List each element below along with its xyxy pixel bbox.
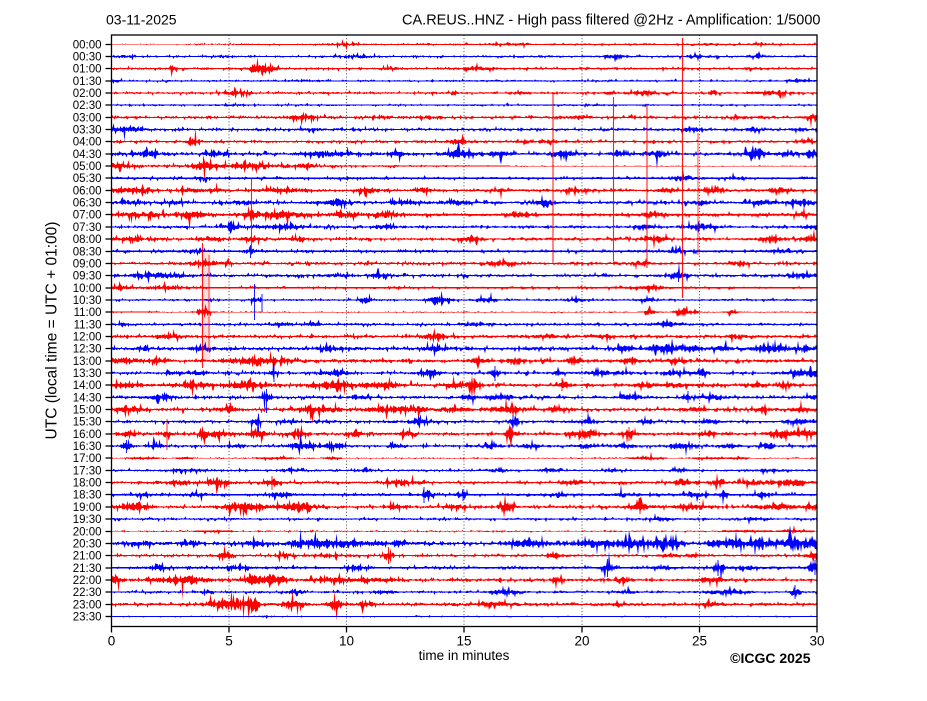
- svg-text:04:00: 04:00: [73, 137, 102, 149]
- svg-text:01:30: 01:30: [73, 76, 102, 88]
- svg-text:22:00: 22:00: [73, 575, 102, 587]
- svg-text:23:00: 23:00: [73, 600, 102, 612]
- svg-text:15:00: 15:00: [73, 405, 102, 417]
- svg-text:12:00: 12:00: [73, 332, 102, 344]
- svg-text:18:00: 18:00: [73, 478, 102, 490]
- svg-text:10:00: 10:00: [73, 283, 102, 295]
- svg-text:15:30: 15:30: [73, 417, 102, 429]
- svg-text:09:00: 09:00: [73, 259, 102, 271]
- svg-text:14:00: 14:00: [73, 380, 102, 392]
- svg-text:15: 15: [456, 634, 471, 649]
- svg-text:19:30: 19:30: [73, 514, 102, 526]
- svg-text:07:00: 07:00: [73, 210, 102, 222]
- svg-text:07:30: 07:30: [73, 222, 102, 234]
- svg-text:0: 0: [108, 634, 116, 649]
- svg-text:10:30: 10:30: [73, 295, 102, 307]
- svg-text:17:30: 17:30: [73, 466, 102, 478]
- svg-text:00:00: 00:00: [73, 40, 102, 52]
- svg-text:14:30: 14:30: [73, 393, 102, 405]
- svg-text:05:00: 05:00: [73, 161, 102, 173]
- svg-text:20: 20: [574, 634, 589, 649]
- svg-text:18:30: 18:30: [73, 490, 102, 502]
- svg-text:©ICGC 2025: ©ICGC 2025: [730, 650, 811, 666]
- svg-text:04:30: 04:30: [73, 149, 102, 161]
- svg-text:21:00: 21:00: [73, 551, 102, 563]
- svg-text:11:00: 11:00: [74, 307, 102, 319]
- svg-text:08:30: 08:30: [73, 247, 102, 259]
- svg-text:11:30: 11:30: [74, 320, 102, 332]
- svg-text:02:30: 02:30: [73, 100, 102, 112]
- svg-text:00:30: 00:30: [73, 52, 102, 64]
- svg-text:06:00: 06:00: [73, 186, 102, 198]
- svg-text:06:30: 06:30: [73, 198, 102, 210]
- svg-text:19:00: 19:00: [73, 502, 102, 514]
- svg-text:13:30: 13:30: [73, 368, 102, 380]
- svg-text:22:30: 22:30: [73, 587, 102, 599]
- svg-text:12:30: 12:30: [73, 344, 102, 356]
- svg-text:time in minutes: time in minutes: [419, 648, 510, 663]
- svg-text:05:30: 05:30: [73, 173, 102, 185]
- svg-text:17:00: 17:00: [73, 453, 102, 465]
- svg-text:09:30: 09:30: [73, 271, 102, 283]
- svg-text:30: 30: [809, 634, 824, 649]
- svg-text:5: 5: [225, 634, 233, 649]
- svg-text:21:30: 21:30: [73, 563, 102, 575]
- svg-text:03-11-2025: 03-11-2025: [106, 12, 177, 28]
- svg-text:20:00: 20:00: [73, 527, 102, 539]
- svg-text:13:00: 13:00: [73, 356, 102, 368]
- svg-text:25: 25: [692, 634, 707, 649]
- svg-text:03:00: 03:00: [73, 113, 102, 125]
- svg-text:08:00: 08:00: [73, 234, 102, 246]
- svg-text:20:30: 20:30: [73, 539, 102, 551]
- svg-text:03:30: 03:30: [73, 125, 102, 137]
- svg-text:16:00: 16:00: [73, 429, 102, 441]
- svg-text:UTC (local time = UTC + 01:00): UTC (local time = UTC + 01:00): [44, 222, 61, 440]
- svg-text:01:00: 01:00: [73, 64, 102, 76]
- svg-text:CA.REUS..HNZ - High pass filte: CA.REUS..HNZ - High pass filtered @2Hz -…: [402, 13, 820, 29]
- svg-text:23:30: 23:30: [73, 612, 102, 624]
- svg-text:02:00: 02:00: [73, 88, 102, 100]
- svg-text:16:30: 16:30: [73, 441, 102, 453]
- svg-text:10: 10: [339, 634, 354, 649]
